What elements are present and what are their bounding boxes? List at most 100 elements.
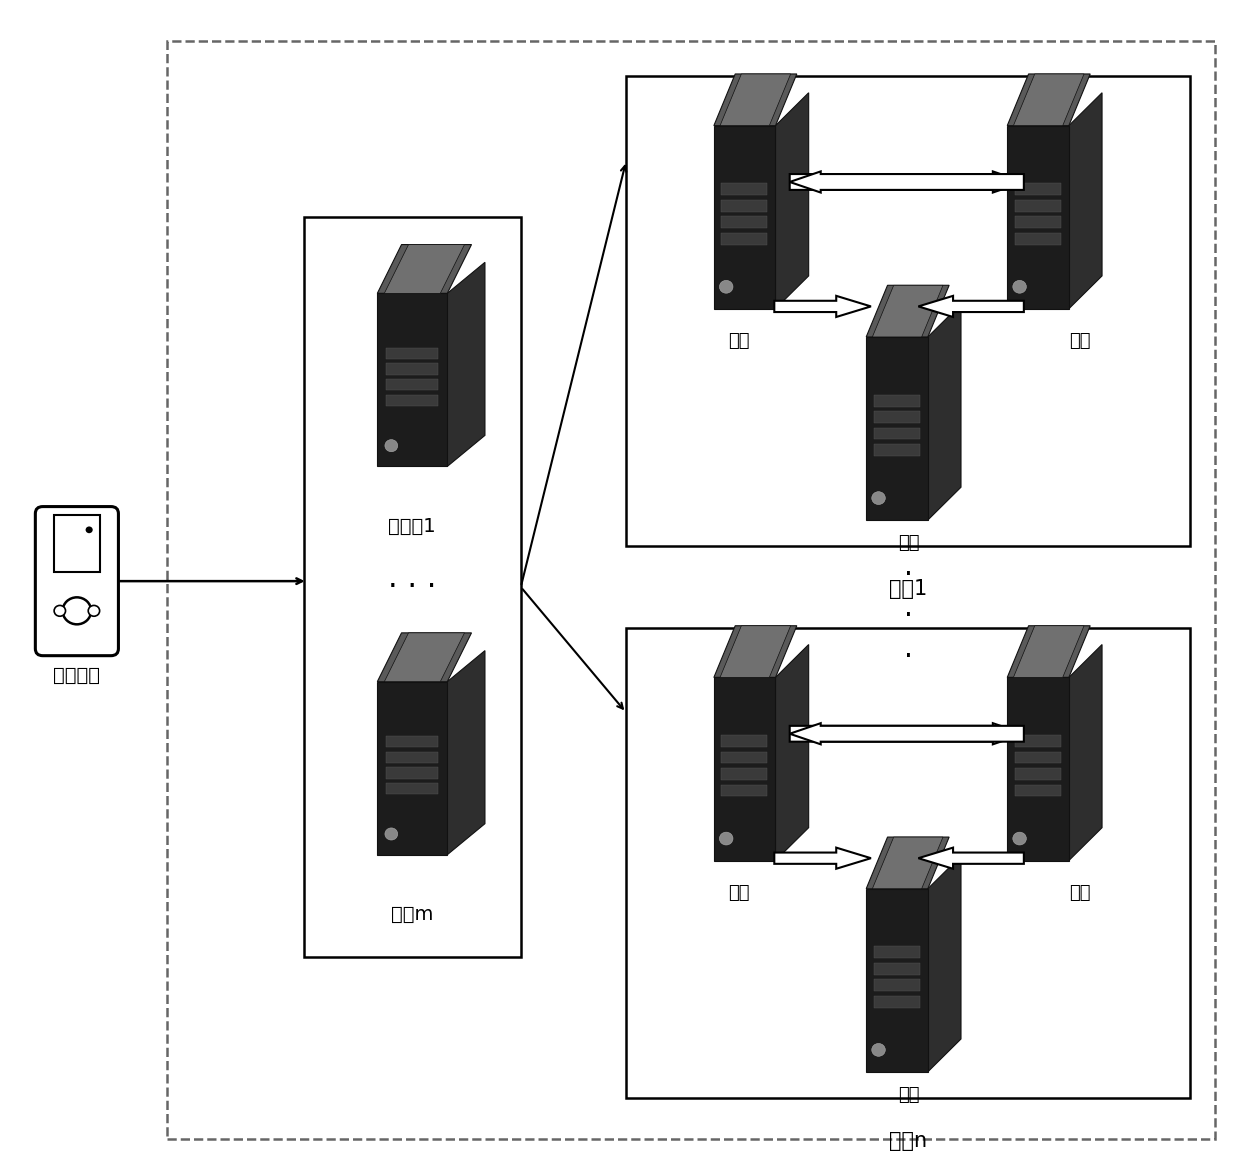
Polygon shape: [448, 650, 485, 855]
Bar: [1014, 216, 1061, 228]
Polygon shape: [377, 244, 471, 294]
Bar: [874, 427, 920, 439]
Text: 从机: 从机: [1069, 884, 1090, 902]
Bar: [874, 979, 920, 991]
Bar: [1014, 768, 1061, 780]
Polygon shape: [1013, 74, 1084, 126]
Polygon shape: [377, 682, 448, 855]
Text: 服务器1: 服务器1: [388, 517, 436, 535]
Bar: [874, 963, 920, 974]
Text: 从机: 从机: [898, 1086, 920, 1104]
Text: 主机: 主机: [728, 332, 749, 350]
Bar: [722, 232, 768, 244]
FancyArrow shape: [774, 296, 870, 317]
Bar: [874, 444, 920, 456]
Polygon shape: [384, 244, 465, 294]
Bar: [386, 379, 438, 390]
Circle shape: [872, 492, 885, 505]
Bar: [874, 394, 920, 406]
Bar: [722, 784, 768, 796]
Polygon shape: [1007, 626, 1090, 677]
Bar: [722, 768, 768, 780]
Bar: [722, 216, 768, 228]
Text: ·: ·: [904, 602, 913, 630]
Circle shape: [88, 606, 99, 616]
Polygon shape: [377, 633, 471, 682]
Bar: [1014, 735, 1061, 747]
Polygon shape: [1007, 74, 1090, 126]
Text: 用户终端: 用户终端: [53, 667, 100, 686]
Circle shape: [1013, 281, 1027, 294]
Text: ·: ·: [904, 643, 913, 672]
FancyBboxPatch shape: [35, 507, 119, 655]
Bar: [1014, 183, 1061, 195]
Circle shape: [719, 832, 733, 845]
Circle shape: [872, 1044, 885, 1057]
Polygon shape: [867, 285, 949, 337]
Polygon shape: [873, 285, 942, 337]
Text: 分牏n: 分牏n: [889, 1131, 928, 1151]
FancyArrow shape: [790, 723, 1024, 744]
Bar: [304, 217, 521, 957]
Bar: [386, 364, 438, 375]
Bar: [167, 41, 1215, 1139]
Polygon shape: [1013, 626, 1084, 677]
Text: 服务m: 服务m: [391, 905, 434, 924]
Bar: [874, 411, 920, 423]
Polygon shape: [867, 837, 949, 889]
Polygon shape: [867, 337, 928, 520]
Polygon shape: [384, 633, 465, 682]
Bar: [1014, 751, 1061, 763]
Polygon shape: [873, 837, 942, 889]
FancyArrow shape: [774, 848, 870, 869]
Polygon shape: [720, 626, 791, 677]
Bar: [874, 946, 920, 958]
Text: ·: ·: [904, 561, 913, 589]
Bar: [626, 76, 1190, 546]
Bar: [1014, 200, 1061, 211]
Bar: [722, 751, 768, 763]
Bar: [722, 183, 768, 195]
Polygon shape: [720, 74, 791, 126]
FancyArrow shape: [919, 296, 1024, 317]
Circle shape: [384, 439, 398, 452]
Text: 从机: 从机: [1069, 332, 1090, 350]
FancyArrow shape: [790, 723, 1024, 744]
FancyArrow shape: [919, 848, 1024, 869]
Text: 从机: 从机: [898, 534, 920, 552]
Text: · · ·: · · ·: [388, 573, 436, 601]
Polygon shape: [377, 294, 448, 466]
Polygon shape: [928, 304, 961, 520]
Bar: [722, 200, 768, 211]
Bar: [386, 751, 438, 763]
Bar: [722, 735, 768, 747]
Circle shape: [1013, 832, 1027, 845]
Text: 主机: 主机: [728, 884, 749, 902]
Circle shape: [719, 281, 733, 294]
Polygon shape: [775, 93, 808, 309]
Polygon shape: [1069, 93, 1102, 309]
Circle shape: [62, 598, 92, 625]
Bar: [386, 394, 438, 406]
Bar: [626, 628, 1190, 1098]
Polygon shape: [1007, 677, 1069, 861]
Polygon shape: [714, 626, 797, 677]
Polygon shape: [714, 677, 775, 861]
FancyArrow shape: [790, 171, 1024, 193]
Bar: [53, 515, 100, 572]
Polygon shape: [714, 74, 797, 126]
Bar: [386, 348, 438, 359]
Polygon shape: [867, 889, 928, 1072]
Circle shape: [55, 606, 66, 616]
Bar: [386, 783, 438, 794]
Bar: [874, 996, 920, 1007]
Circle shape: [384, 828, 398, 841]
Polygon shape: [928, 856, 961, 1072]
Bar: [1014, 232, 1061, 244]
Polygon shape: [1069, 645, 1102, 861]
Polygon shape: [1007, 126, 1069, 309]
Circle shape: [86, 526, 93, 533]
Bar: [1014, 784, 1061, 796]
FancyArrow shape: [790, 171, 1024, 193]
Bar: [386, 768, 438, 778]
